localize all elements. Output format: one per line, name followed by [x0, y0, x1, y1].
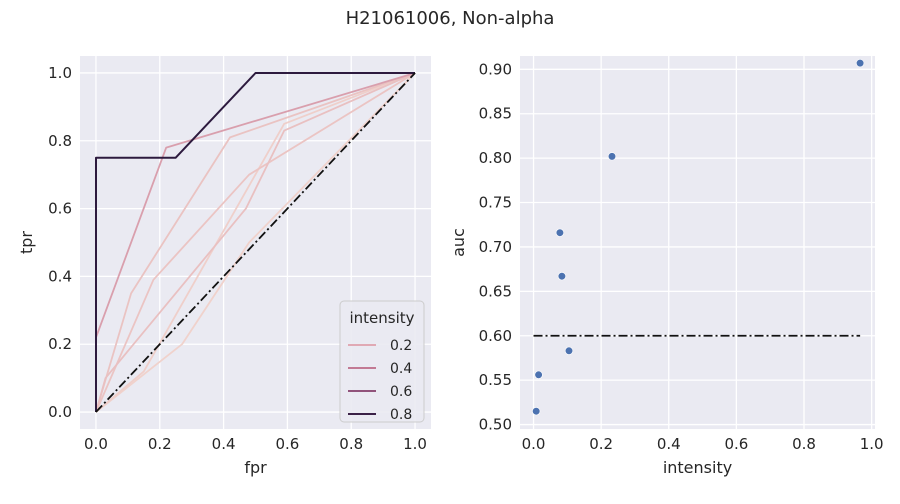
legend-label-2: 0.6 — [390, 384, 412, 400]
auc-y-tick-label: 0.70 — [479, 238, 512, 256]
auc-x-tick-label: 0.6 — [724, 435, 748, 453]
roc-x-tick-label: 0.8 — [339, 435, 363, 453]
roc-y-tick-label: 0.8 — [48, 132, 72, 150]
auc-panel: 0.0 0.2 0.4 0.6 0.8 1.0 0.50 0.55 0.60 0.65 0.70 0.… — [449, 56, 884, 477]
auc-point-4 — [564, 346, 574, 355]
auc-y-tick-label: 0.55 — [479, 371, 512, 389]
legend-title: intensity — [349, 309, 414, 327]
auc-x-tick-label: 0.0 — [522, 435, 546, 453]
auc-x-tick-label: 0.4 — [657, 435, 681, 453]
auc-y-tick-label: 0.80 — [479, 149, 512, 167]
roc-x-tick-label: 0.6 — [275, 435, 299, 453]
roc-x-tick-label: 0.0 — [84, 435, 108, 453]
auc-x-axis-label: intensity — [663, 458, 732, 477]
roc-curve-2 — [95, 72, 416, 413]
auc-x-tick-label: 1.0 — [860, 435, 884, 453]
figure-title: H21061006, Non-alpha — [346, 8, 555, 29]
roc-x-tick-label: 0.4 — [212, 435, 236, 453]
auc-plot-background — [520, 56, 875, 429]
auc-point-5 — [607, 152, 617, 161]
roc-curve-0 — [95, 72, 416, 413]
auc-point-0 — [532, 407, 541, 416]
roc-curve-5 — [95, 72, 416, 338]
roc-y-tick-label: 0.2 — [48, 335, 72, 353]
roc-y-tick-label: 0.6 — [48, 200, 72, 218]
auc-point-2 — [555, 228, 565, 237]
auc-y-tick-label: 0.85 — [479, 105, 512, 123]
legend-label-1: 0.4 — [390, 361, 412, 377]
legend-label-3: 0.8 — [390, 407, 412, 423]
roc-x-tick-label: 1.0 — [403, 435, 427, 453]
roc-y-axis-label: tpr — [17, 231, 36, 254]
auc-y-tick-label: 0.65 — [479, 282, 512, 300]
auc-y-tick-label: 0.75 — [479, 194, 512, 212]
roc-curve-4 — [95, 72, 416, 413]
roc-y-tick-label: 0.4 — [48, 267, 72, 285]
roc-curve-6 — [95, 72, 415, 412]
legend: intensity 0.2 0.4 0.6 0.8 — [339, 300, 425, 423]
roc-x-axis-label: fpr — [244, 458, 267, 477]
roc-x-tick-label: 0.2 — [148, 435, 172, 453]
auc-y-tick-label: 0.60 — [479, 327, 512, 345]
auc-point-1 — [534, 370, 543, 379]
roc-panel: 0.0 0.2 0.4 0.6 0.8 1.0 0.0 0.2 0.4 0.6 0.8 1.0 fpr… — [17, 56, 431, 477]
auc-y-tick-label: 0.90 — [479, 60, 512, 78]
legend-label-0: 0.2 — [390, 338, 412, 354]
auc-point-3 — [557, 272, 567, 281]
auc-point-6 — [855, 58, 865, 68]
auc-y-tick-label: 0.50 — [479, 416, 512, 434]
auc-x-tick-label: 0.8 — [792, 435, 816, 453]
roc-y-tick-label: 1.0 — [48, 64, 72, 82]
roc-y-tick-label: 0.0 — [48, 403, 72, 421]
roc-curve-3 — [95, 72, 416, 413]
auc-y-axis-label: auc — [449, 228, 468, 257]
auc-x-tick-label: 0.2 — [589, 435, 613, 453]
